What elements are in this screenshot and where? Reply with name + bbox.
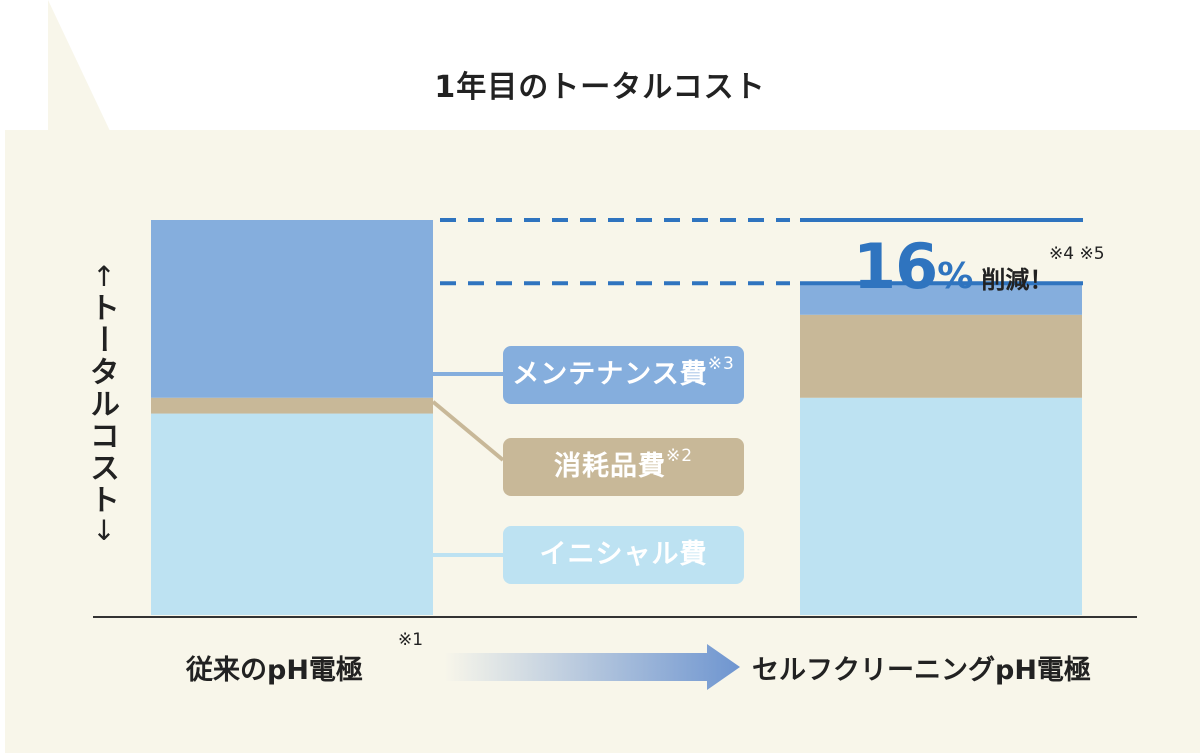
legend-consumables-label: 消耗品費 <box>553 451 666 482</box>
category-label-conventional: 従来のpH電極 ※1 <box>186 630 423 687</box>
leader-line-consumables <box>431 400 505 462</box>
category-label-conventional-text: 従来のpH電極 <box>186 655 363 686</box>
panel-tab <box>48 0 110 131</box>
legend-consumables-note: ※2 <box>665 446 694 466</box>
reduction-text: 削減！ <box>981 266 1054 294</box>
reduction-notes: ※4 ※5 <box>1049 244 1105 264</box>
arrow-down-icon: ↓ <box>92 514 116 547</box>
bar-maintenance-conventional <box>151 220 433 398</box>
category-label-conventional-note: ※1 <box>398 630 424 650</box>
bar-initial-self-cleaning <box>800 397 1082 615</box>
arrow-up-icon: ↑ <box>92 260 116 293</box>
bar-consumables-self-cleaning <box>800 314 1082 398</box>
legend-maintenance-note: ※3 <box>707 354 735 374</box>
reduction-annotation: 16% 削減！ ※4 ※5 <box>853 230 1105 303</box>
y-axis-label: ↑ トータルコスト ↓ <box>84 262 124 546</box>
y-axis-label-text: トータルコスト <box>84 292 119 516</box>
reduction-value: 16 <box>853 230 938 303</box>
chart-title: 1年目のトータルコスト <box>434 70 766 105</box>
legend-maintenance: メンテナンス費※3 <box>503 346 744 404</box>
bar-initial-conventional <box>151 413 433 615</box>
legend-initial: イニシャル費 <box>503 526 744 584</box>
legend-consumables: 消耗品費※2 <box>503 438 744 496</box>
category-label-self-cleaning-text: セルフクリーニングpH電極 <box>752 655 1091 686</box>
bar-maintenance-self-cleaning <box>800 283 1082 315</box>
legend-maintenance-label: メンテナンス費 <box>512 359 708 390</box>
category-label-self-cleaning: セルフクリーニングpH電極 <box>752 648 1091 687</box>
reduction-unit: % <box>937 256 974 297</box>
progress-arrow-icon <box>444 644 740 690</box>
legend-initial-label: イニシャル費 <box>539 539 708 570</box>
bar-consumables-conventional <box>151 397 433 414</box>
